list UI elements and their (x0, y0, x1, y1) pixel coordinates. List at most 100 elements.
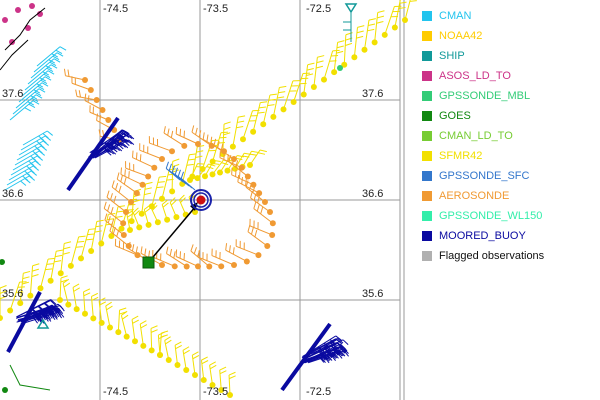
wind-barb-feather (47, 312, 53, 319)
wind-barb-feather (59, 305, 65, 312)
wind-barb-feather (75, 246, 83, 248)
wind-barb-feather (133, 199, 141, 203)
wind-barb-feather (111, 180, 115, 188)
sfmr42-point (260, 121, 267, 128)
wind-barb-feather (103, 201, 107, 209)
wind-barb-feather (150, 329, 158, 333)
asos-track (0, 39, 29, 71)
wind-barb-feather (50, 300, 56, 306)
wind-barb-feather (42, 71, 50, 76)
wind-barb-feather (237, 174, 240, 183)
wind-barb-feather (169, 248, 173, 256)
sfmr42-point (341, 61, 348, 68)
wind-barb-feather (23, 270, 31, 274)
sfmr42-point (371, 39, 378, 46)
wind-barb-feather (336, 50, 344, 54)
wind-barb-feather (31, 97, 39, 103)
wind-barb-feather (330, 354, 336, 361)
legend-item-asos-ld-to[interactable]: ASOS_LD_TO (422, 66, 598, 86)
wind-barb-feather (48, 310, 55, 317)
wind-barb-feather (247, 224, 251, 232)
legend-item-cman-ld-to[interactable]: CMAN_LD_TO (422, 126, 598, 146)
wind-barb-feather (106, 305, 113, 311)
lon-tick-bottom-3: -72.5 (306, 386, 331, 398)
wind-barb-feather (331, 341, 338, 347)
storm-center-dot (196, 195, 206, 205)
legend-item-flagged-observations[interactable]: Flagged observations (422, 246, 598, 266)
wind-barb-feather (219, 366, 227, 371)
sfmr42-low-point (209, 382, 216, 388)
sfmr42-point (229, 143, 236, 150)
wind-barb-feather (323, 342, 331, 348)
wind-barb-feather (98, 129, 101, 137)
legend-item-moored-buoy[interactable]: MOORED_BUOY (422, 226, 598, 246)
wind-barb-feather (31, 274, 39, 277)
wind-barb-feather (46, 67, 54, 73)
wind-barb-feather (50, 64, 58, 69)
legend-item-gpssonde-mbl[interactable]: GPSSONDE_MBL (422, 86, 598, 106)
legend-item-aerosonde[interactable]: AEROSONDE (422, 186, 598, 206)
wind-barb-feather (32, 263, 40, 267)
wind-barb-feather (139, 154, 142, 162)
wind-barb-feather (320, 354, 326, 361)
wind-barb-feather (54, 260, 62, 263)
sfmr42-low-point (65, 301, 72, 308)
wind-barb-feather (258, 106, 266, 109)
wind-barb-feather (119, 142, 126, 148)
moored-buoy-track (66, 116, 120, 192)
sfmr42-inner-point (192, 209, 198, 215)
wind-barb-feather (122, 142, 129, 149)
wind-barb-feather (213, 138, 217, 146)
sfmr42-low-point (192, 372, 198, 378)
wind-barb-feather (277, 96, 285, 99)
wind-barb-feather (67, 69, 70, 77)
wind-barb-feather (170, 130, 174, 138)
legend-swatch (422, 131, 432, 141)
wind-barb-feather (334, 349, 341, 355)
legend-item-gpssonde-sfc[interactable]: GPSSONDE_SFC (422, 166, 598, 186)
wind-barb-feather (159, 175, 167, 178)
wind-barb-feather (235, 160, 239, 168)
legend: CMAN NOAA42 SHIP ASOS_LD_TO GPSSONDE_MBL GOES… (422, 6, 598, 266)
wind-barb-feather (201, 360, 209, 365)
wind-barb-feather (180, 171, 184, 179)
sfmr42-inner-point (127, 227, 133, 233)
legend-label: AEROSONDE (439, 190, 510, 202)
legend-item-goes[interactable]: GOES (422, 106, 598, 126)
wind-barb-feather (202, 132, 205, 140)
storm-center-marker[interactable] (142, 189, 212, 269)
aerosonde-north-point (93, 97, 100, 103)
wind-barb-feather (22, 276, 30, 280)
legend-item-ship[interactable]: SHIP (422, 46, 598, 66)
wind-barb-feather (134, 210, 140, 216)
wind-barb-feather (220, 143, 224, 151)
sfmr42-inner-point (173, 214, 180, 221)
wind-barb-feather (337, 338, 344, 344)
wind-barb-feather (156, 186, 164, 189)
storm-motion-arrow (147, 205, 197, 264)
legend-item-cman[interactable]: CMAN (422, 6, 598, 26)
aerosonde-point (120, 220, 127, 227)
wind-barb-feather (116, 210, 124, 213)
wind-barb-feather (172, 158, 180, 162)
wind-barb-feather (120, 167, 122, 175)
legend-item-sfmr42[interactable]: SFMR42 (422, 146, 598, 166)
sfmr42-point (7, 307, 14, 314)
wind-barb-feather (317, 55, 325, 58)
wind-barb-feather (45, 268, 53, 271)
wind-barb-feather (333, 349, 339, 356)
wind-barb-feather (83, 292, 91, 297)
wind-barb-feather (148, 250, 151, 258)
wind-barb-feather (208, 163, 216, 167)
wind-barb-feather (45, 65, 53, 70)
wind-barb-feather (110, 149, 117, 155)
sfmr42-point (402, 17, 408, 23)
wind-barb-feather (165, 161, 169, 169)
legend-item-noaa42[interactable]: NOAA42 (422, 26, 598, 46)
aerosonde-point (238, 164, 245, 171)
wind-barb-feather (73, 287, 80, 292)
wind-barb-feather (197, 249, 201, 257)
legend-item-gpssonde-wl150[interactable]: GPSSONDE_WL150 (422, 206, 598, 226)
wind-barb-feather (55, 49, 63, 55)
